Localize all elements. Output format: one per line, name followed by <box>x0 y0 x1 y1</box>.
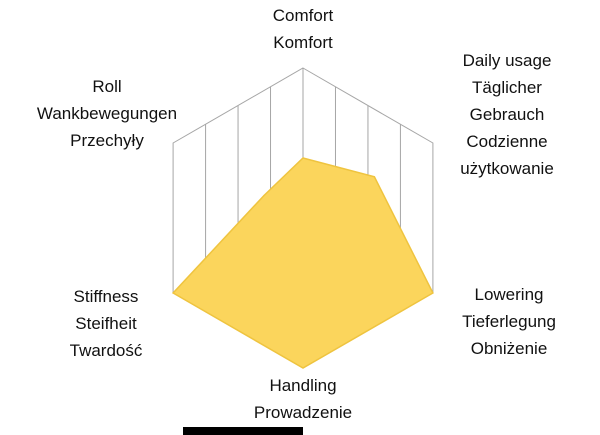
axis-label-line: Comfort <box>272 6 334 25</box>
axis-label-line: Daily usage <box>462 51 552 70</box>
radar-series-polygon <box>171 157 434 369</box>
axis-label-line: Täglicher <box>472 78 542 97</box>
axis-label-handling: Handling Prowadzenie <box>254 372 352 426</box>
axis-label-line: Wankbewegungen <box>36 104 178 123</box>
axis-label-daily-usage: Daily usage Täglicher Gebrauch Codzienne… <box>460 47 554 182</box>
axis-label-line: Tieferlegung <box>462 312 556 331</box>
axis-label-line: Prowadzenie <box>253 403 353 422</box>
axis-label-line: Lowering <box>474 285 544 304</box>
axis-label-line: Gebrauch <box>469 105 545 124</box>
axis-label-line: Komfort <box>273 33 333 52</box>
axis-label-line: Stiffness <box>73 287 139 306</box>
axis-label-line: Obniżenie <box>470 339 548 358</box>
axis-label-line: Roll <box>92 77 122 96</box>
axis-label-line: Przechyły <box>70 131 144 150</box>
watermark-bar <box>183 427 303 435</box>
axis-label-stiffness: Stiffness Steifheit Twardość <box>70 283 143 364</box>
axis-label-comfort: Comfort Komfort <box>273 2 333 56</box>
axis-label-lowering: Lowering Tieferlegung Obniżenie <box>462 281 556 362</box>
axis-label-line: Steifheit <box>75 314 137 333</box>
axis-label-roll: Roll Wankbewegungen Przechyły <box>37 73 177 154</box>
axis-label-line: Twardość <box>69 341 143 360</box>
axis-label-line: użytkowanie <box>460 159 554 178</box>
axis-label-line: Handling <box>269 376 337 395</box>
axis-label-line: Codzienne <box>466 132 548 151</box>
